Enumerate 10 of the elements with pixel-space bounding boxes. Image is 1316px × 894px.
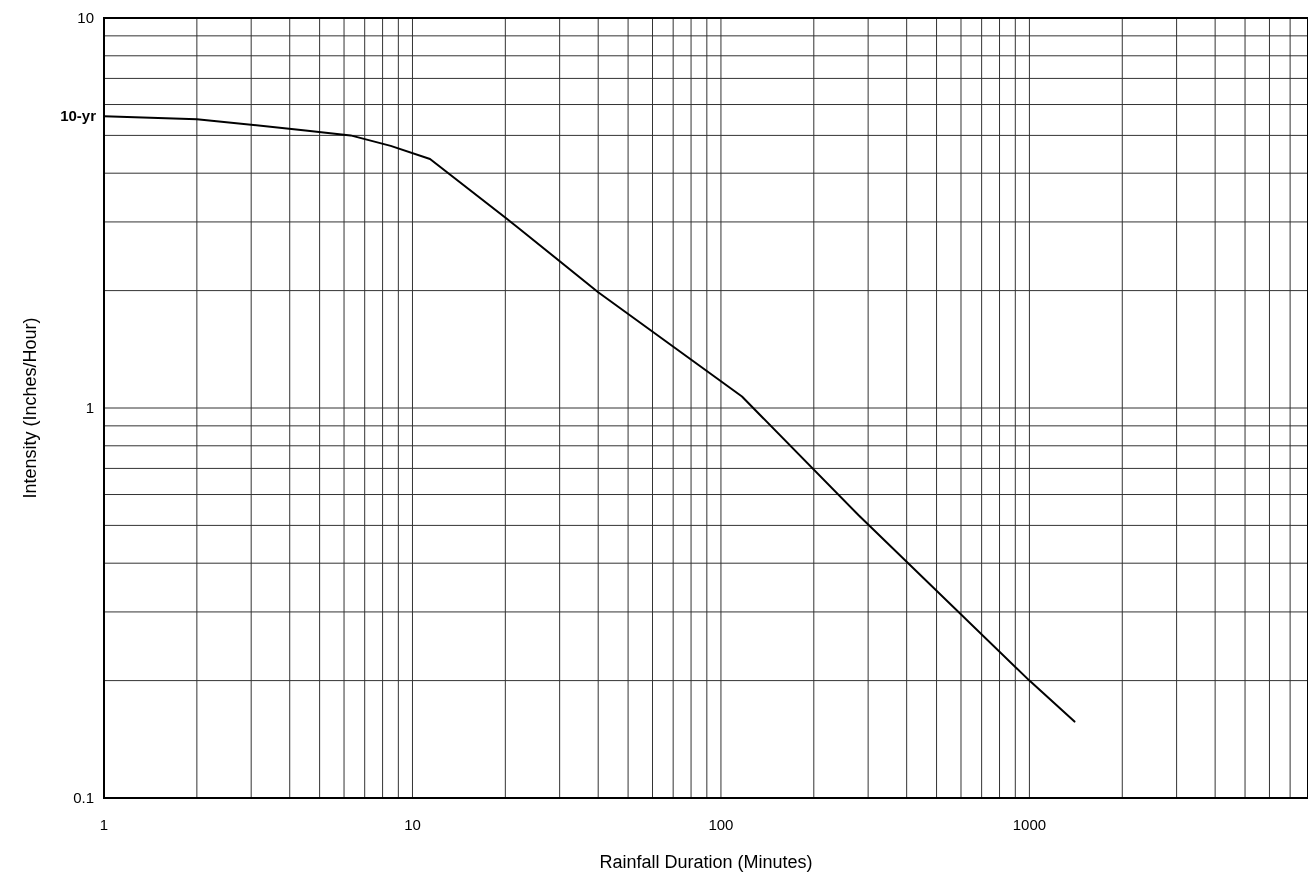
x-tick-label: 100 <box>708 816 734 833</box>
series-label: 10-yr <box>60 107 97 125</box>
y-tick-label: 10 <box>77 9 94 27</box>
x-tick-label: 10 <box>404 816 421 833</box>
y-tick-label: 0.1 <box>73 789 94 807</box>
x-axis-title: Rainfall Duration (Minutes) <box>599 852 813 872</box>
x-tick-label: 1000 <box>1012 816 1047 833</box>
x-tick-label: 1 <box>99 816 109 833</box>
y-tick-label: 1 <box>85 399 94 417</box>
y-axis-title: Intensity (Inches/Hour) <box>20 317 40 499</box>
